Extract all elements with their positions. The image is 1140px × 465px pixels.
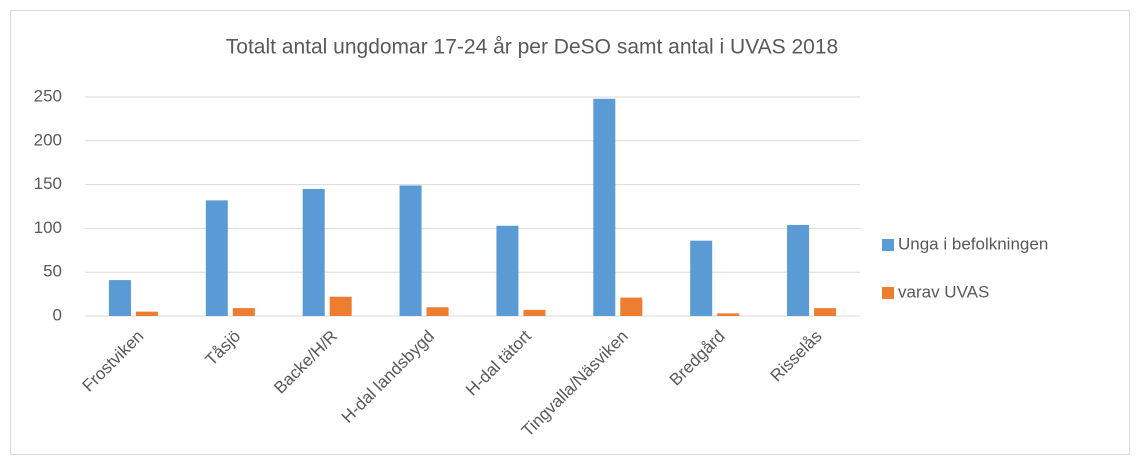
y-tick-label: 150 — [34, 174, 62, 193]
chart-title: Totalt antal ungdomar 17-24 år per DeSO … — [226, 36, 838, 59]
y-tick-label: 50 — [43, 262, 62, 281]
bar — [690, 240, 713, 316]
bar — [135, 311, 158, 316]
bar — [329, 296, 352, 316]
bar — [426, 307, 449, 316]
chart-border — [10, 10, 1130, 455]
bar — [302, 188, 325, 316]
bar — [205, 200, 228, 316]
legend-label: varav UVAS — [898, 282, 989, 301]
bar — [787, 224, 810, 316]
bar — [620, 297, 643, 316]
bar — [108, 280, 131, 316]
legend-label: Unga i befolkningen — [898, 234, 1048, 253]
legend-swatch — [882, 239, 894, 251]
bar — [232, 308, 255, 316]
bar — [593, 98, 616, 316]
legend-swatch — [882, 287, 894, 299]
bar — [523, 309, 546, 316]
bar — [399, 185, 422, 316]
y-tick-label: 100 — [34, 218, 62, 237]
y-tick-label: 200 — [34, 130, 62, 149]
bar — [717, 313, 740, 316]
bar — [814, 308, 837, 316]
bar — [496, 225, 519, 316]
y-tick-label: 0 — [53, 305, 62, 324]
y-tick-label: 250 — [34, 86, 62, 105]
